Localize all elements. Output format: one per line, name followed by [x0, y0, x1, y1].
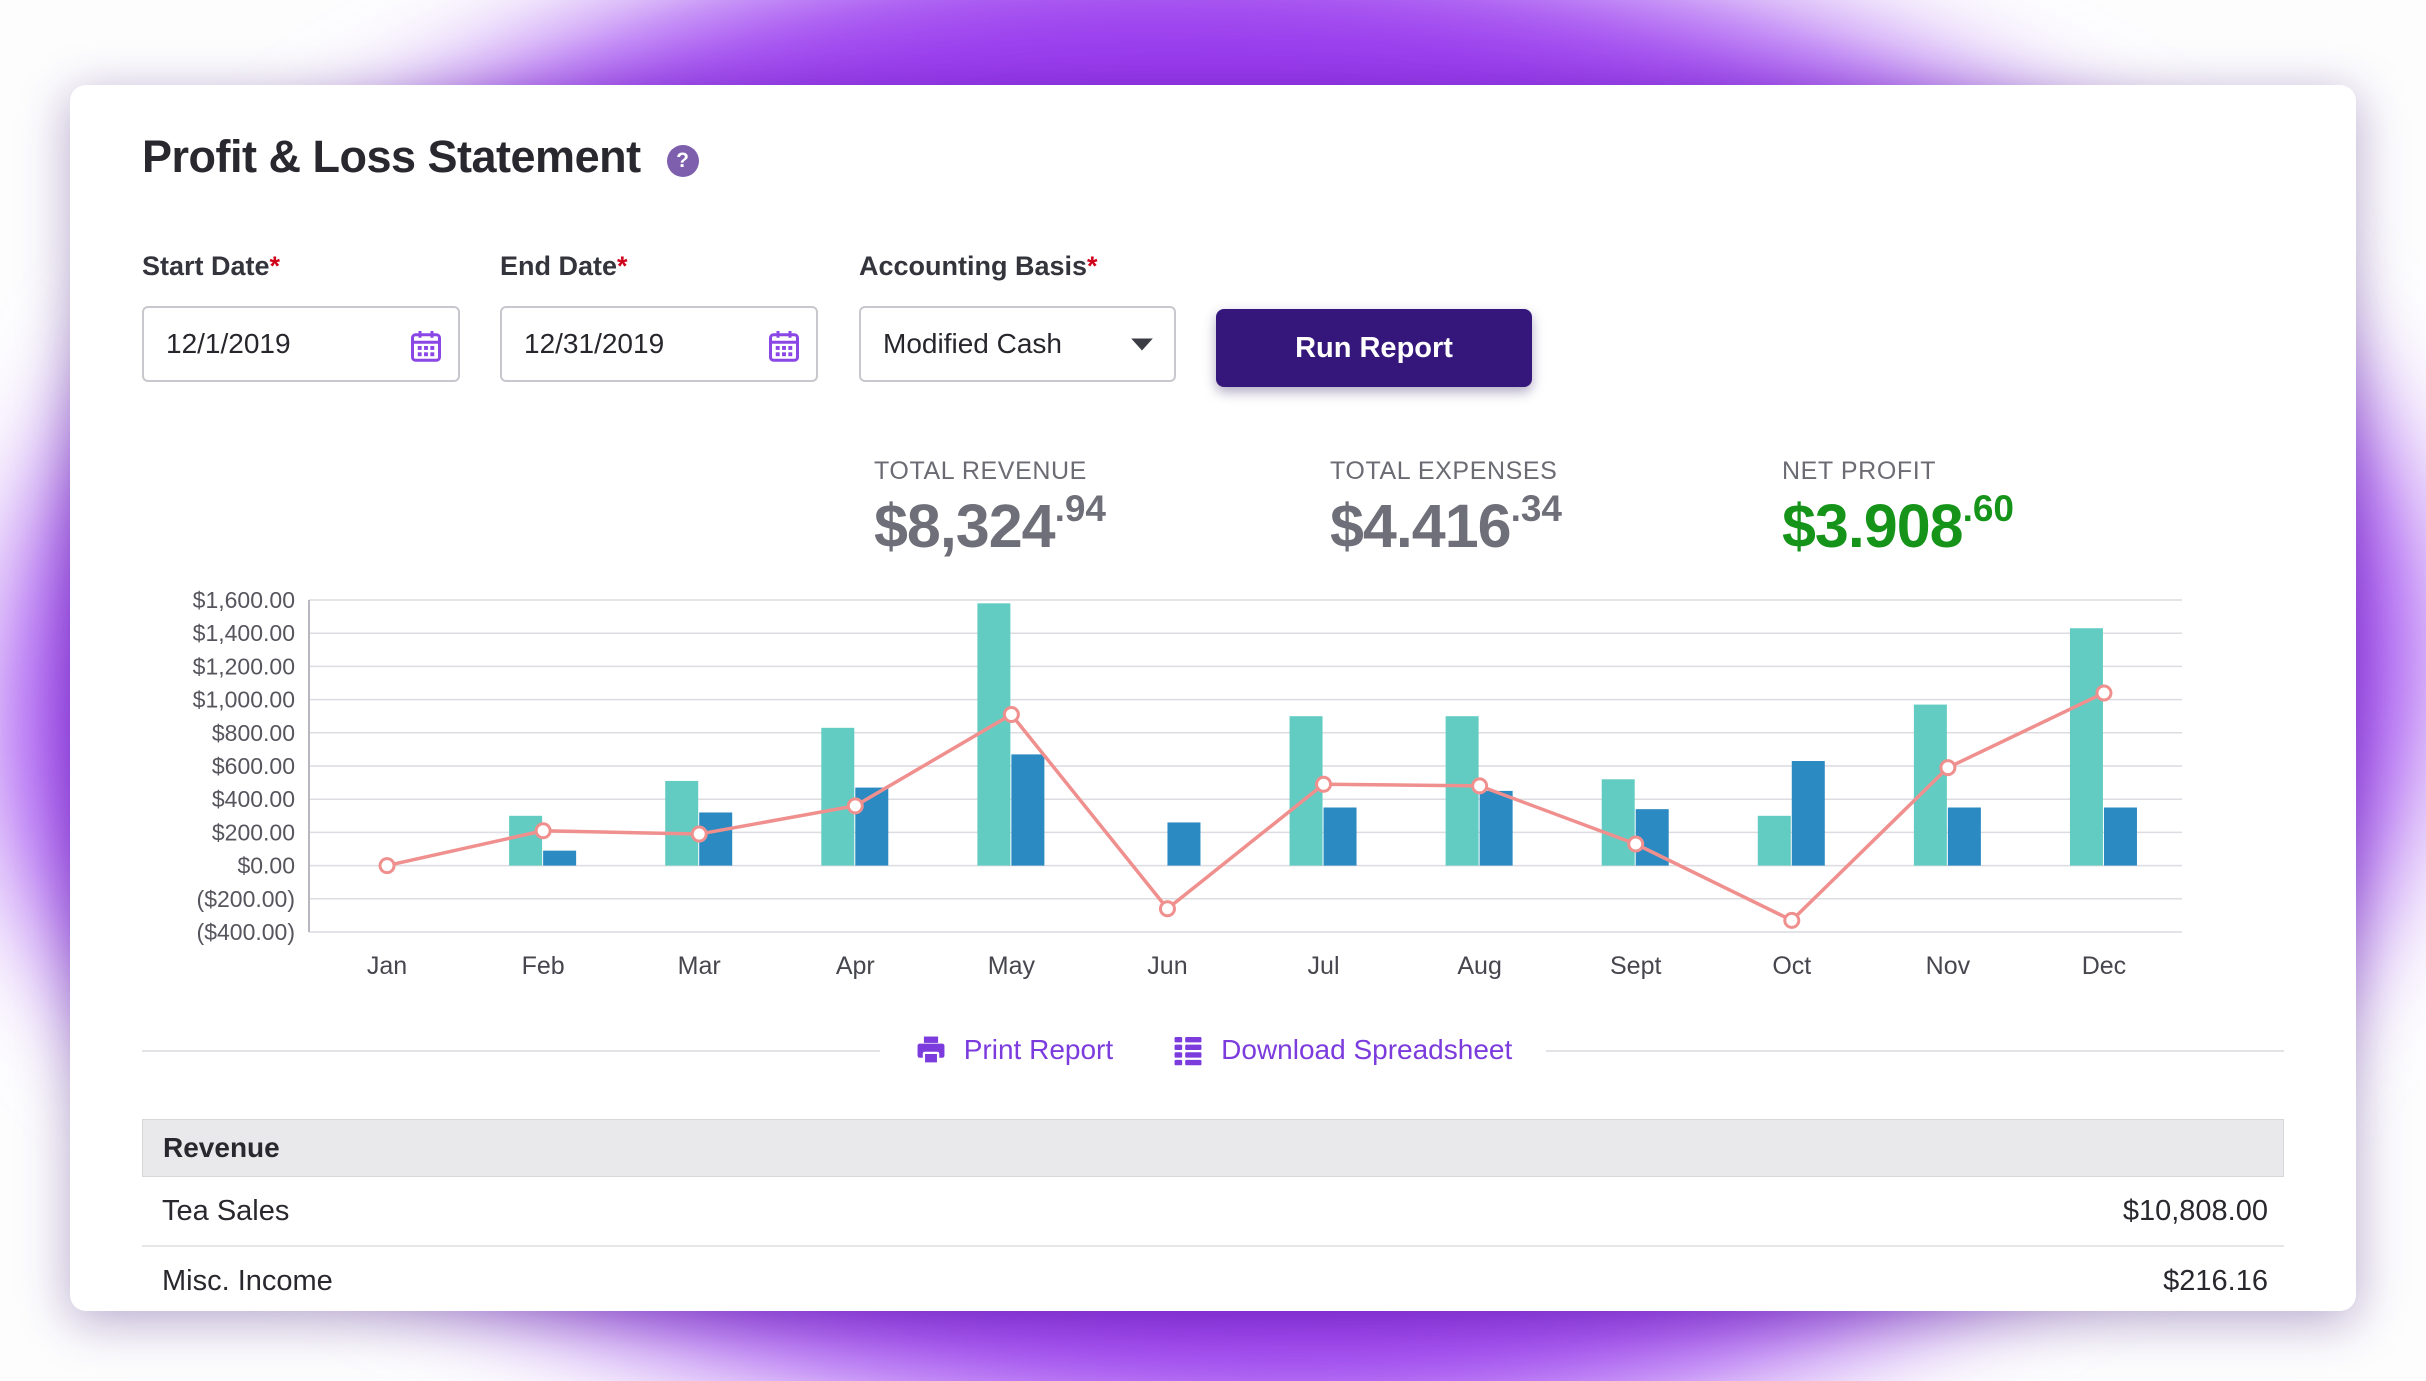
svg-text:$1,000.00: $1,000.00: [193, 687, 295, 713]
start-date-field: Start Date*: [142, 251, 460, 382]
total-expenses-cents: .34: [1510, 488, 1563, 529]
table-row: Misc. Income $216.16: [142, 1247, 2284, 1311]
actions-inner: Print Report Download Spreadsheet: [879, 1033, 1547, 1067]
required-asterisk: *: [1087, 251, 1098, 281]
chart-canvas: $1,600.00 $1,400.00 $1,200.00 $1,000.00 $800…: [193, 590, 2182, 980]
profit-loss-chart: $1,600.00 $1,400.00 $1,200.00 $1,000.00 $800…: [142, 590, 2262, 1020]
page-title: Profit & Loss Statement: [142, 131, 641, 182]
end-date-input[interactable]: [502, 328, 816, 360]
total-revenue-value: $8,324.94: [874, 488, 1106, 561]
svg-text:Sept: Sept: [1610, 952, 1661, 980]
net-profit-label: NET PROFIT: [1782, 457, 1937, 485]
svg-text:Jan: Jan: [367, 952, 407, 980]
total-expenses-amount: $4.416: [1330, 492, 1512, 560]
calendar-icon[interactable]: [766, 328, 802, 364]
svg-text:Feb: Feb: [522, 952, 565, 980]
svg-text:Apr: Apr: [836, 952, 875, 980]
svg-text:$400.00: $400.00: [212, 786, 295, 812]
svg-text:$200.00: $200.00: [212, 819, 295, 845]
svg-text:$600.00: $600.00: [212, 753, 295, 779]
required-asterisk: *: [269, 251, 281, 281]
revenue-table: Revenue Tea Sales $10,808.00 Misc. Incom…: [142, 1119, 2284, 1311]
accounting-basis-label-text: Accounting Basis: [859, 251, 1088, 281]
net-profit-cents: .60: [1962, 488, 2015, 529]
row-label: Misc. Income: [162, 1264, 333, 1297]
row-label: Tea Sales: [162, 1194, 290, 1227]
total-revenue-cents: .94: [1054, 488, 1107, 529]
end-date-label: End Date*: [500, 251, 818, 282]
total-revenue-amount: $8,324: [874, 492, 1056, 560]
net-profit-stat: NET PROFIT $3.908.60: [1782, 457, 2014, 561]
accounting-basis-label: Accounting Basis*: [859, 251, 1176, 282]
svg-text:Jul: Jul: [1308, 952, 1340, 980]
svg-text:($400.00): ($400.00): [197, 919, 295, 945]
spreadsheet-icon: [1174, 1036, 1202, 1066]
svg-text:Mar: Mar: [678, 952, 721, 980]
svg-text:Nov: Nov: [1926, 952, 1971, 980]
print-report-button[interactable]: Print Report: [914, 1033, 1113, 1067]
calendar-icon[interactable]: [408, 328, 444, 364]
svg-text:Oct: Oct: [1772, 952, 1811, 980]
print-report-label: Print Report: [963, 1034, 1114, 1065]
start-date-input[interactable]: [144, 328, 458, 360]
row-amount: $216.16: [2163, 1264, 2268, 1297]
start-date-label-text: Start Date: [142, 251, 270, 281]
total-expenses-value: $4.416.34: [1330, 488, 1562, 561]
total-revenue-label: TOTAL REVENUE: [874, 457, 1087, 485]
chevron-down-icon: [1131, 338, 1153, 350]
svg-text:($200.00): ($200.00): [197, 886, 295, 912]
required-asterisk: *: [617, 251, 628, 281]
end-date-field: End Date*: [500, 251, 818, 382]
total-expenses-label: TOTAL EXPENSES: [1330, 457, 1558, 485]
total-expenses-stat: TOTAL EXPENSES $4.416.34: [1330, 457, 1562, 561]
svg-text:Aug: Aug: [1457, 952, 1501, 980]
help-icon[interactable]: ?: [666, 145, 699, 177]
svg-text:$1,400.00: $1,400.00: [193, 620, 295, 646]
table-row: Tea Sales $10,808.00: [142, 1177, 2284, 1247]
accounting-basis-field: Accounting Basis* Modified Cash: [859, 251, 1176, 382]
printer-icon: [917, 1036, 945, 1065]
total-revenue-stat: TOTAL REVENUE $8,324.94: [874, 457, 1106, 561]
net-profit-value: $3.908.60: [1782, 488, 2014, 561]
start-date-label: Start Date*: [142, 251, 460, 282]
start-date-input-wrap: [142, 306, 460, 382]
svg-text:May: May: [988, 952, 1036, 980]
svg-text:$1,200.00: $1,200.00: [193, 653, 295, 679]
svg-text:$0.00: $0.00: [237, 853, 295, 879]
net-profit-amount: $3.908: [1782, 492, 1964, 560]
svg-text:$800.00: $800.00: [212, 720, 295, 746]
actions-row: Print Report Download Spreadsheet: [142, 1018, 2284, 1082]
accounting-basis-select[interactable]: Modified Cash: [859, 306, 1176, 382]
download-spreadsheet-button[interactable]: Download Spreadsheet: [1171, 1033, 1512, 1067]
accounting-basis-value: Modified Cash: [883, 328, 1062, 359]
svg-text:$1,600.00: $1,600.00: [193, 590, 295, 613]
revenue-table-header: Revenue: [142, 1119, 2284, 1177]
row-amount: $10,808.00: [2122, 1194, 2268, 1227]
end-date-label-text: End Date: [500, 251, 618, 281]
svg-text:Jun: Jun: [1147, 952, 1187, 980]
svg-text:Dec: Dec: [2082, 952, 2126, 980]
end-date-input-wrap: [500, 306, 818, 382]
title-row: Profit & Loss Statement ?: [142, 131, 699, 183]
run-report-button[interactable]: Run Report: [1216, 309, 1532, 387]
download-spreadsheet-label: Download Spreadsheet: [1221, 1034, 1513, 1065]
report-card: Profit & Loss Statement ? Start Date*: [70, 85, 2356, 1311]
